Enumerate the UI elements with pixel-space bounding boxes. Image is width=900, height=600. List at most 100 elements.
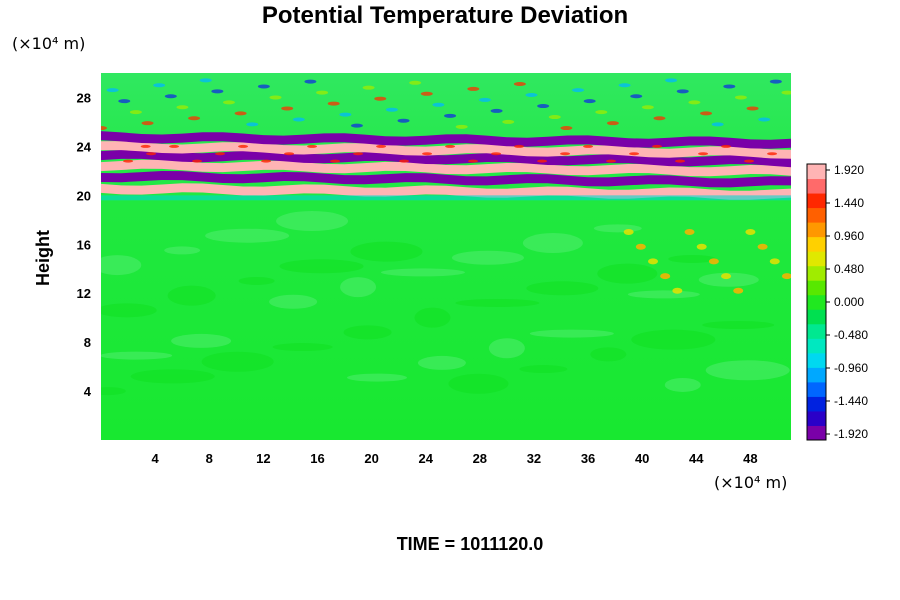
field-patch	[171, 333, 232, 348]
x-tick-label: 48	[743, 451, 757, 466]
field-patch	[548, 115, 561, 120]
x-tick-label: 20	[364, 451, 378, 466]
field-patch	[513, 82, 526, 87]
y-tick-label: 4	[84, 384, 92, 399]
field-patch	[238, 276, 275, 285]
colorbar	[806, 163, 827, 441]
field-patch	[385, 107, 398, 112]
field-patch	[284, 152, 295, 156]
field-patch	[734, 95, 747, 100]
field-patch	[140, 144, 151, 148]
cold-band	[101, 171, 791, 188]
field-patch	[101, 195, 791, 201]
field-patch	[537, 104, 550, 109]
field-patch	[648, 258, 658, 265]
field-patch	[733, 287, 744, 294]
warm-band	[101, 159, 791, 177]
field-patch	[164, 94, 177, 99]
y-tick-label: 20	[77, 188, 91, 203]
field-patch	[417, 355, 466, 370]
y-tick-label: 24	[77, 139, 92, 154]
field-patch	[631, 329, 716, 350]
field-patch	[746, 106, 759, 111]
field-patch	[522, 233, 583, 254]
field-patch	[234, 111, 247, 116]
field-patch	[292, 117, 305, 122]
field-patch	[347, 373, 407, 382]
colorbar-tick-labels: 1.920 1.440 0.960 0.480 0.000 -0.480 -0.960 -1.…	[826, 163, 868, 441]
field-patch	[688, 100, 701, 105]
field-patch	[101, 126, 107, 131]
field-patch	[723, 84, 736, 89]
field-patch	[595, 110, 608, 115]
field-patch	[381, 268, 465, 277]
field-patch	[432, 102, 445, 107]
field-patch	[350, 123, 363, 128]
field-patch	[129, 110, 142, 115]
field-patch	[700, 111, 713, 116]
field-patch	[238, 144, 249, 148]
field-patch	[327, 101, 340, 106]
field-patch	[246, 122, 259, 127]
field-patch	[758, 117, 771, 122]
field-patch	[374, 96, 387, 101]
field-patch	[781, 90, 791, 95]
field-patch	[123, 159, 134, 163]
field-patch	[757, 243, 768, 250]
field-patch	[448, 373, 509, 394]
colorbar-segment	[807, 338, 826, 354]
field-patch	[711, 122, 724, 127]
field-patch	[188, 116, 201, 121]
field-patch	[629, 152, 640, 156]
field-patch	[593, 224, 642, 233]
field-patch	[340, 277, 377, 298]
field-patch	[597, 263, 658, 284]
colorbar-tick-label: -0.480	[834, 328, 868, 342]
x-tick-label: 16	[310, 451, 324, 466]
field-patch	[537, 159, 548, 163]
y-unit-label: (×10⁴ m)	[12, 34, 85, 53]
field-patch	[560, 152, 571, 156]
field-patch	[399, 159, 410, 163]
field-patch	[630, 94, 643, 99]
x-tick-label: 24	[418, 451, 433, 466]
field-patch	[304, 79, 317, 84]
field-patch	[269, 95, 282, 100]
field-patch	[653, 116, 666, 121]
colorbar-tick-label: -1.440	[834, 394, 868, 408]
field-patch	[455, 124, 468, 129]
field-patch	[397, 118, 410, 123]
field-patch	[618, 83, 631, 88]
field-patch	[529, 329, 614, 338]
field-patch	[316, 90, 329, 95]
field-patch	[169, 144, 180, 148]
field-patch	[502, 119, 515, 124]
field-patch	[445, 144, 456, 148]
field-patch	[781, 273, 791, 280]
x-tick-label: 32	[527, 451, 541, 466]
field-patch	[101, 387, 126, 396]
field-patch	[668, 254, 717, 263]
field-patch	[623, 229, 634, 236]
field-patch	[205, 228, 290, 243]
field-patch	[708, 258, 719, 265]
field-patch	[201, 351, 274, 372]
field-patch	[526, 281, 599, 296]
field-patch	[261, 159, 272, 163]
field-patch	[491, 152, 502, 156]
field-patch	[606, 159, 617, 163]
field-patch	[106, 88, 119, 93]
field-patch	[101, 303, 157, 318]
colorbar-segment	[807, 396, 826, 412]
field-patch	[420, 91, 433, 96]
field-patch	[101, 351, 173, 360]
field-patch	[444, 113, 457, 118]
field-patch	[660, 273, 671, 280]
x-tick-label: 40	[635, 451, 649, 466]
field-patch	[350, 241, 423, 262]
x-tick-label: 28	[473, 451, 487, 466]
field-patch	[478, 97, 491, 102]
field-patch	[721, 144, 732, 148]
field-patch	[583, 99, 596, 104]
field-patch	[702, 321, 775, 330]
